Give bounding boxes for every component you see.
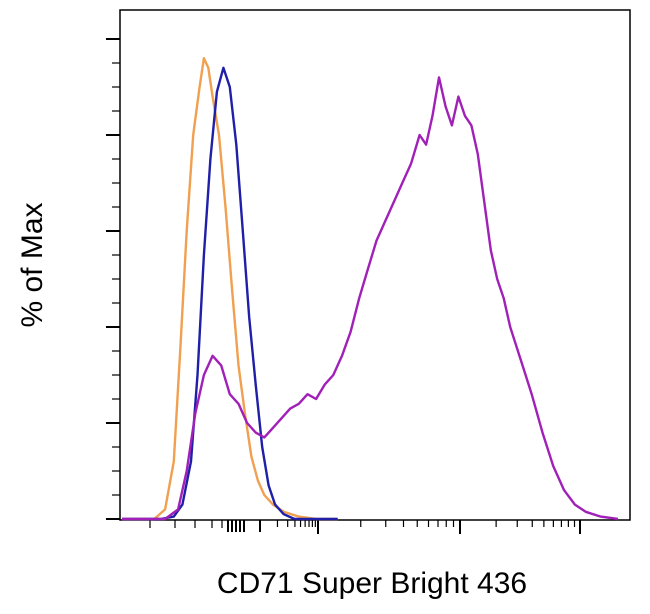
series-layer: [122, 57, 619, 521]
x-axis-ticks: [149, 520, 581, 534]
y-axis-label: % of Max: [16, 202, 49, 327]
y-axis-ticks: [106, 38, 120, 520]
plot-frame: [119, 9, 631, 521]
histogram-series-line-3: [122, 76, 619, 521]
x-axis-label: CD71 Super Bright 436: [217, 567, 527, 600]
histogram-series-line-2: [122, 66, 338, 521]
histogram-series-line-1: [122, 57, 338, 521]
